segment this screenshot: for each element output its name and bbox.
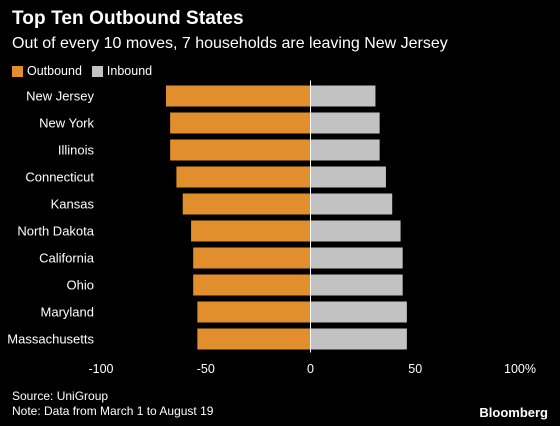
legend: Outbound Inbound — [12, 64, 162, 78]
x-tick-label: 100% — [504, 362, 536, 376]
category-label-north-dakota: North Dakota — [17, 224, 94, 239]
legend-item-inbound: Inbound — [91, 64, 153, 78]
x-tick-label: 50 — [408, 362, 422, 376]
bar-inbound-connecticut — [310, 166, 386, 188]
category-label-ohio: Ohio — [67, 278, 94, 293]
bar-inbound-kansas — [310, 193, 393, 215]
bar-inbound-california — [310, 247, 403, 269]
bar-outbound-massachusetts — [197, 328, 311, 350]
chart-title: Top Ten Outbound States — [12, 8, 244, 29]
source-note: Source: UniGroup — [12, 389, 109, 403]
bar-outbound-ohio — [193, 274, 311, 296]
legend-label-inbound: Inbound — [106, 64, 153, 78]
x-tick-label: -100 — [88, 362, 113, 376]
category-label-massachusetts: Massachusetts — [7, 332, 94, 347]
bar-outbound-california — [193, 247, 311, 269]
category-label-illinois: Illinois — [58, 143, 95, 158]
chart-subtitle: Out of every 10 moves, 7 households are … — [12, 35, 448, 52]
legend-swatch-inbound — [91, 65, 103, 77]
bar-outbound-new-york — [170, 112, 311, 134]
bloomberg-logo: Bloomberg — [479, 405, 548, 420]
bar-inbound-new-jersey — [310, 85, 376, 107]
bar-outbound-connecticut — [176, 166, 311, 188]
legend-swatch-outbound — [12, 65, 23, 77]
bar-outbound-illinois — [170, 139, 311, 161]
bar-outbound-north-dakota — [191, 220, 311, 242]
category-label-kansas: Kansas — [51, 197, 95, 212]
legend-label-outbound: Outbound — [27, 64, 82, 78]
bar-outbound-maryland — [197, 301, 311, 323]
x-tick-label: -50 — [197, 362, 215, 376]
bar-inbound-maryland — [310, 301, 407, 323]
bar-inbound-new-york — [310, 112, 380, 134]
category-label-california: California — [39, 251, 95, 266]
legend-item-outbound: Outbound — [12, 64, 82, 78]
data-note: Note: Data from March 1 to August 19 — [12, 404, 214, 418]
x-tick-label: 0 — [307, 362, 314, 376]
category-label-new-jersey: New Jersey — [26, 89, 94, 104]
category-label-maryland: Maryland — [41, 305, 94, 320]
bar-inbound-ohio — [310, 274, 403, 296]
bar-inbound-illinois — [310, 139, 380, 161]
bar-inbound-massachusetts — [310, 328, 407, 350]
category-label-connecticut: Connecticut — [25, 170, 94, 185]
category-label-new-york: New York — [39, 116, 94, 131]
bar-outbound-kansas — [182, 193, 311, 215]
footer: Source: UniGroup Note: Data from March 1… — [12, 389, 213, 419]
bar-inbound-north-dakota — [310, 220, 401, 242]
bar-outbound-new-jersey — [165, 85, 311, 107]
